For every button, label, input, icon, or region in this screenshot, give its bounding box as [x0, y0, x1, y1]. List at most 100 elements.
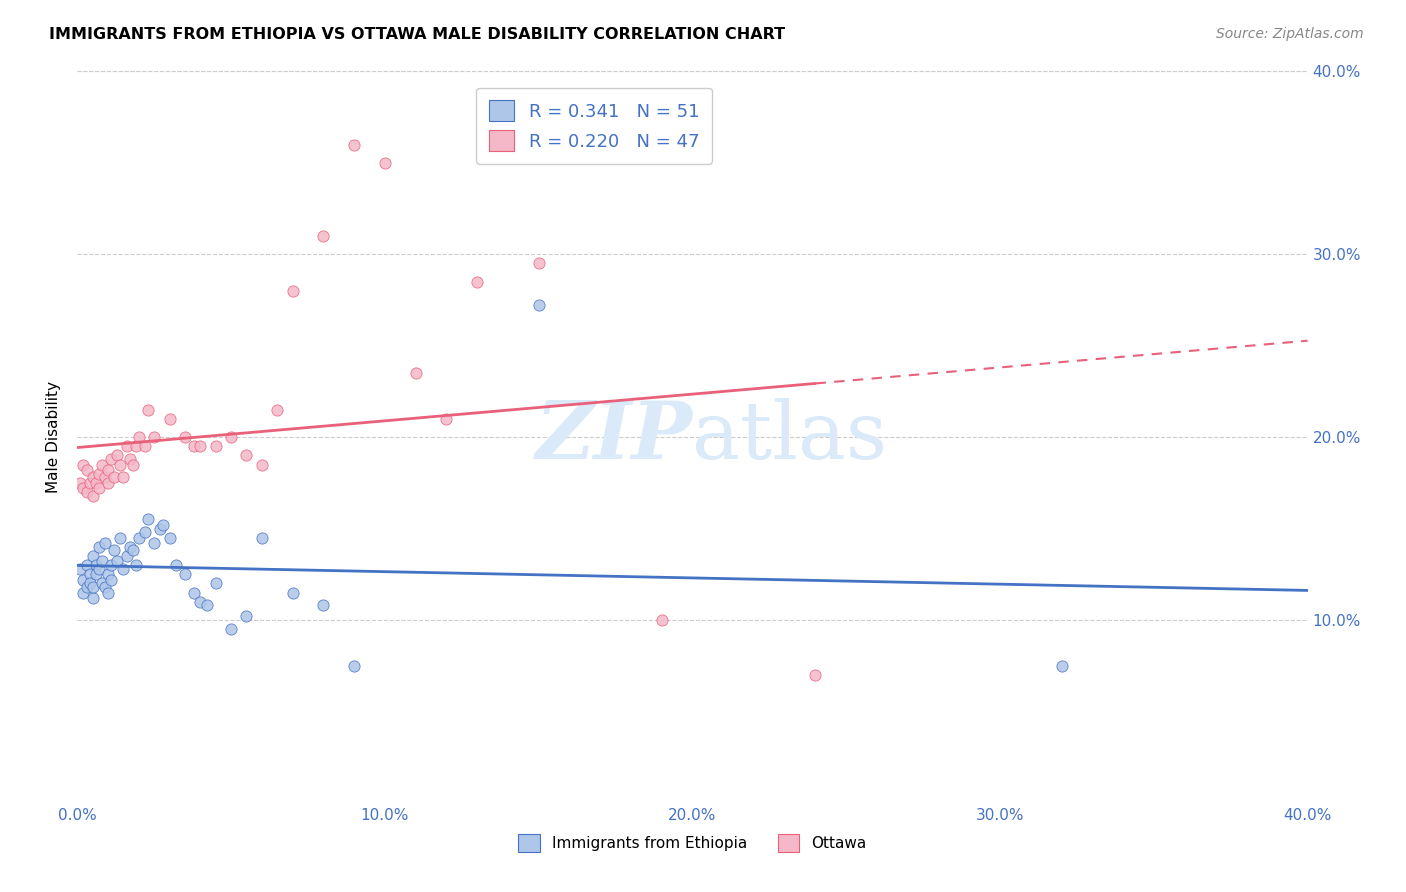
Point — [82, 489, 104, 503]
Point — [79, 475, 101, 490]
Point — [219, 622, 242, 636]
Point — [94, 470, 117, 484]
Point — [90, 458, 114, 472]
Point — [112, 470, 135, 484]
Point — [125, 558, 148, 573]
Point — [82, 580, 104, 594]
Point — [82, 470, 104, 484]
Point — [183, 585, 205, 599]
Point — [159, 531, 181, 545]
Point — [343, 658, 366, 673]
Point — [69, 562, 91, 576]
Point — [312, 599, 335, 613]
Point — [152, 517, 174, 532]
Point — [527, 298, 550, 312]
Point — [134, 525, 156, 540]
Point — [312, 229, 335, 244]
Point — [84, 558, 107, 573]
Point — [195, 599, 218, 613]
Point — [235, 448, 257, 462]
Point — [188, 594, 212, 608]
Text: atlas: atlas — [693, 398, 887, 476]
Point — [105, 448, 128, 462]
Point — [82, 591, 104, 605]
Point — [115, 549, 138, 563]
Point — [651, 613, 673, 627]
Point — [121, 543, 143, 558]
Point — [90, 576, 114, 591]
Point — [204, 439, 226, 453]
Point — [136, 402, 159, 417]
Point — [97, 463, 120, 477]
Point — [128, 430, 150, 444]
Text: IMMIGRANTS FROM ETHIOPIA VS OTTAWA MALE DISABILITY CORRELATION CHART: IMMIGRANTS FROM ETHIOPIA VS OTTAWA MALE … — [49, 27, 786, 42]
Point — [134, 439, 156, 453]
Point — [72, 585, 94, 599]
Point — [76, 558, 98, 573]
Point — [90, 554, 114, 568]
Point — [250, 531, 273, 545]
Point — [76, 485, 98, 500]
Point — [103, 470, 125, 484]
Point — [174, 430, 197, 444]
Point — [76, 463, 98, 477]
Point — [97, 475, 120, 490]
Point — [405, 366, 427, 380]
Point — [374, 156, 396, 170]
Point — [94, 580, 117, 594]
Point — [76, 580, 98, 594]
Point — [219, 430, 242, 444]
Point — [110, 458, 132, 472]
Point — [281, 585, 304, 599]
Point — [125, 439, 148, 453]
Point — [100, 558, 122, 573]
Point — [72, 573, 94, 587]
Text: ZIP: ZIP — [536, 399, 693, 475]
Point — [79, 576, 101, 591]
Point — [1050, 658, 1073, 673]
Point — [128, 531, 150, 545]
Point — [143, 430, 166, 444]
Point — [149, 521, 172, 535]
Point — [87, 562, 110, 576]
Point — [465, 275, 488, 289]
Point — [527, 256, 550, 270]
Point — [136, 512, 159, 526]
Point — [183, 439, 205, 453]
Point — [87, 467, 110, 481]
Point — [105, 554, 128, 568]
Point — [97, 567, 120, 582]
Point — [118, 540, 141, 554]
Point — [159, 412, 181, 426]
Point — [100, 452, 122, 467]
Point — [97, 585, 120, 599]
Legend: Immigrants from Ethiopia, Ottawa: Immigrants from Ethiopia, Ottawa — [509, 825, 876, 861]
Point — [235, 609, 257, 624]
Point — [143, 536, 166, 550]
Point — [281, 284, 304, 298]
Point — [188, 439, 212, 453]
Point — [110, 531, 132, 545]
Point — [100, 573, 122, 587]
Point — [84, 567, 107, 582]
Text: Source: ZipAtlas.com: Source: ZipAtlas.com — [1216, 27, 1364, 41]
Point — [82, 549, 104, 563]
Point — [165, 558, 187, 573]
Point — [250, 458, 273, 472]
Point — [343, 137, 366, 152]
Point — [103, 543, 125, 558]
Y-axis label: Male Disability: Male Disability — [46, 381, 62, 493]
Point — [266, 402, 288, 417]
Point — [72, 458, 94, 472]
Point — [84, 475, 107, 490]
Point — [436, 412, 458, 426]
Point — [118, 452, 141, 467]
Point — [204, 576, 226, 591]
Point — [72, 481, 94, 495]
Point — [69, 475, 91, 490]
Point — [79, 567, 101, 582]
Point — [804, 667, 827, 681]
Point — [112, 562, 135, 576]
Point — [94, 536, 117, 550]
Point — [174, 567, 197, 582]
